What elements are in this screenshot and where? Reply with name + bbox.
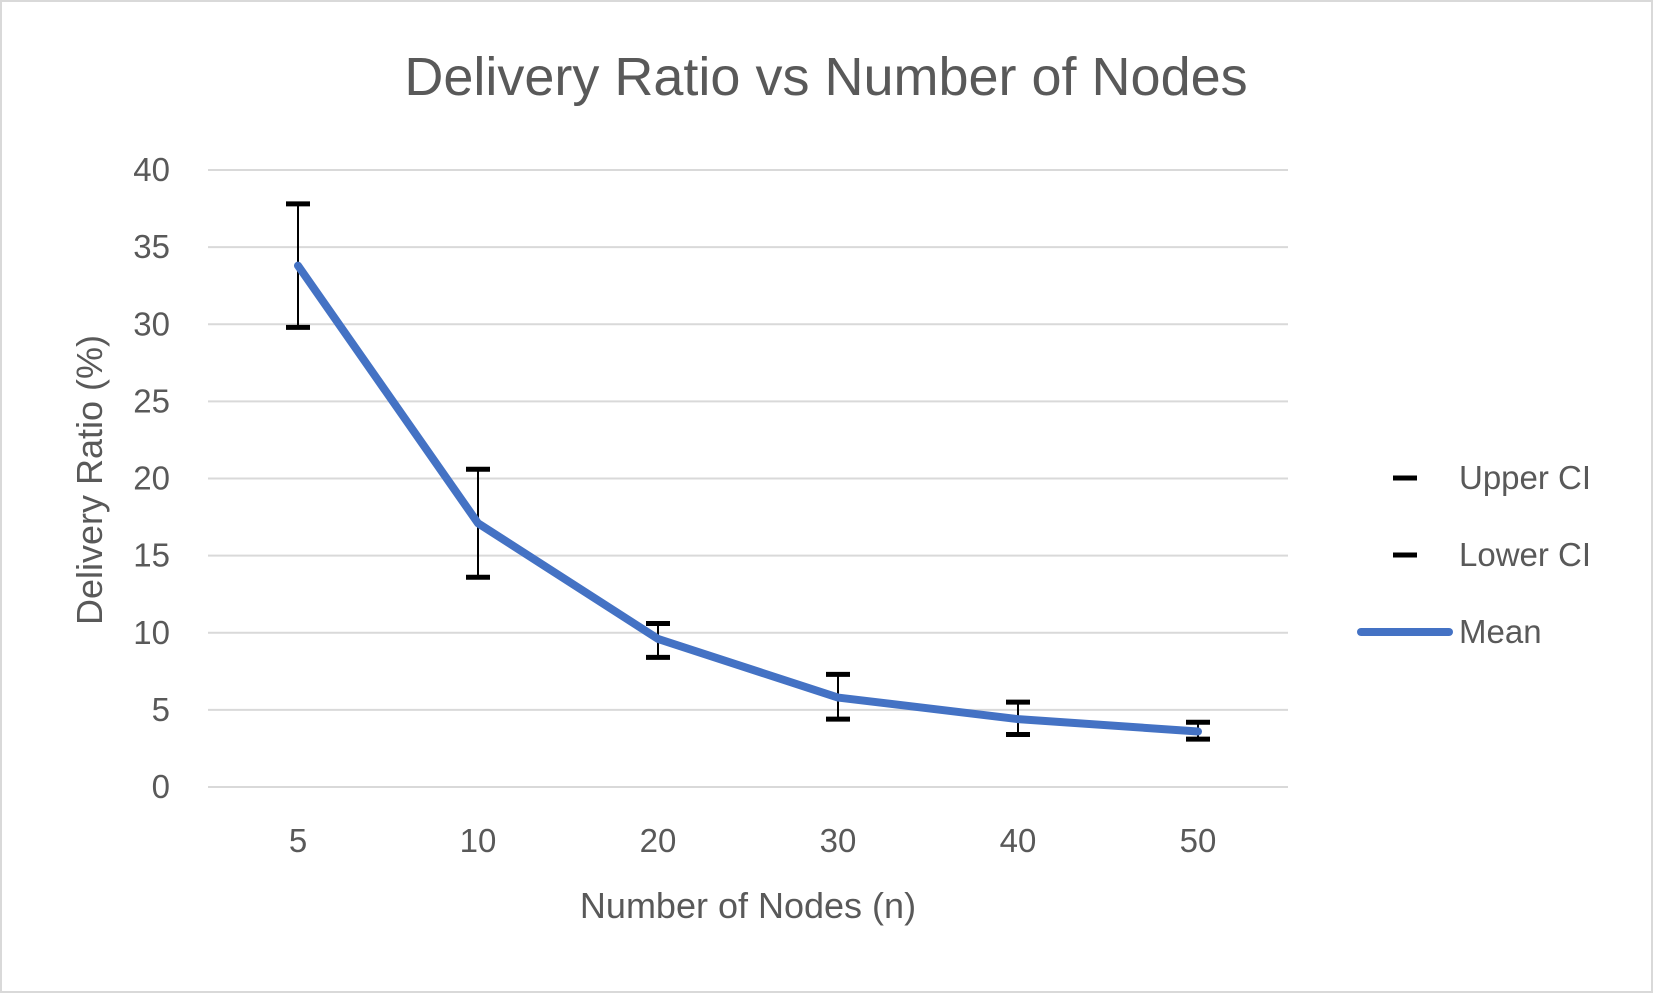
y-tick-label: 30 bbox=[133, 305, 170, 342]
legend-label: Mean bbox=[1459, 613, 1542, 650]
y-tick-label: 10 bbox=[133, 614, 170, 651]
legend: Upper CI Lower CI Mean bbox=[1357, 459, 1591, 650]
chart-title: Delivery Ratio vs Number of Nodes bbox=[404, 47, 1247, 107]
x-axis-label: Number of Nodes (n) bbox=[580, 885, 916, 926]
y-axis-ticks: 0 5 10 15 20 25 30 35 40 bbox=[133, 151, 170, 805]
y-axis-label: Delivery Ratio (%) bbox=[69, 335, 110, 625]
mean-line bbox=[294, 261, 1202, 736]
gridlines bbox=[208, 169, 1288, 788]
y-tick-label: 35 bbox=[133, 228, 170, 265]
mean-series bbox=[294, 261, 1202, 736]
x-tick-label: 50 bbox=[1180, 822, 1217, 859]
x-axis-ticks: 5 10 20 30 40 50 bbox=[289, 822, 1217, 859]
y-tick-label: 0 bbox=[152, 768, 170, 805]
error-bars bbox=[297, 203, 1199, 740]
x-tick-label: 40 bbox=[1000, 822, 1037, 859]
y-tick-label: 40 bbox=[133, 151, 170, 188]
x-tick-label: 30 bbox=[820, 822, 857, 859]
y-tick-label: 20 bbox=[133, 460, 170, 497]
x-tick-label: 5 bbox=[289, 822, 307, 859]
legend-label: Lower CI bbox=[1459, 536, 1591, 573]
y-tick-label: 15 bbox=[133, 537, 170, 574]
y-tick-label: 5 bbox=[152, 691, 170, 728]
x-tick-label: 10 bbox=[460, 822, 497, 859]
x-tick-label: 20 bbox=[640, 822, 677, 859]
y-tick-label: 25 bbox=[133, 382, 170, 419]
ci-markers bbox=[286, 201, 1210, 742]
legend-label: Upper CI bbox=[1459, 459, 1591, 496]
